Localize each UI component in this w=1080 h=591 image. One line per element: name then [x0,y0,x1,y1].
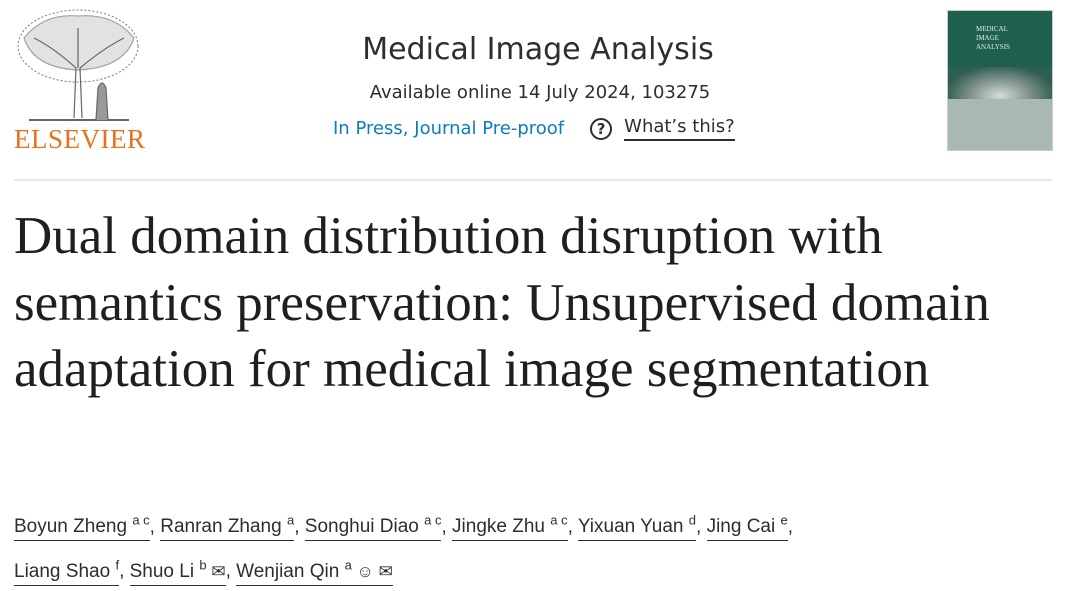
affiliation-marker: b [199,557,207,573]
author-link[interactable]: Songhui Diao a c [304,513,442,542]
affiliation-marker: a c [424,513,442,528]
author-link[interactable]: Wenjian Qin a ☺ ✉ [236,557,393,586]
author-link[interactable]: Boyun Zheng a c [14,513,150,542]
elsevier-logo[interactable] [14,8,142,153]
journal-pre-proof-link[interactable]: In Press, Journal Pre-proof [333,118,565,139]
separator: , [787,516,794,538]
author-name: Ranran Zhang [160,516,282,538]
separator: , [149,516,161,538]
author-link[interactable]: Jingke Zhu a c [452,513,568,542]
availability-info: Available online 14 July 2024, 103275 [369,82,711,103]
email-icon[interactable]: ✉ [206,561,226,581]
separator: , [225,560,237,582]
separator: , [696,516,707,538]
author-name: Songhui Diao [304,516,419,538]
author-list: Boyun Zheng a c, Ranran Zhang a, Songhui… [14,502,1064,591]
whats-this-button[interactable]: ? What’s this? [590,116,735,141]
author-link[interactable]: Yixuan Yuan d [577,513,697,542]
author-link[interactable]: Shuo Li b ✉ [129,557,226,586]
question-icon: ? [590,117,613,140]
author-name: Jingke Zhu [452,516,545,538]
affiliation-marker: a [344,557,352,573]
whats-this-link[interactable]: What’s this? [624,116,735,141]
person-icon[interactable]: ☺ [351,561,374,581]
affiliation-marker: a c [132,513,150,528]
author-name: Liang Shao [14,560,111,582]
journal-cover-image[interactable]: MEDICAL IMAGE ANALYSIS [947,10,1053,151]
elsevier-wordmark: ELSEVIER [14,124,146,154]
separator: , [567,516,578,538]
affiliation-marker: f [115,557,120,573]
affiliation-marker: d [688,513,697,528]
affiliation-marker: a [286,513,295,528]
author-name: Boyun Zheng [14,516,128,538]
author-name: Yixuan Yuan [577,516,684,538]
author-link[interactable]: Ranran Zhang a [160,513,295,542]
author-name: Jing Cai [706,516,776,538]
affiliation-marker: a c [550,513,568,528]
article-title: Dual domain distribution disruption with… [14,207,990,398]
cover-title: MEDICAL IMAGE ANALYSIS [976,25,1010,51]
email-icon[interactable]: ✉ [373,561,393,581]
author-link[interactable]: Liang Shao f [14,557,120,586]
separator: , [294,516,305,538]
status-row: In Press, Journal Pre-proof ? What’s thi… [333,116,735,141]
affiliation-marker: e [780,513,788,528]
author-name: Wenjian Qin [236,560,340,582]
header-divider [14,179,1052,181]
author-name: Shuo Li [129,560,195,582]
separator: , [441,516,453,538]
journal-title[interactable]: Medical Image Analysis [362,32,714,67]
separator: , [119,560,130,582]
author-link[interactable]: Jing Cai e [706,513,788,542]
